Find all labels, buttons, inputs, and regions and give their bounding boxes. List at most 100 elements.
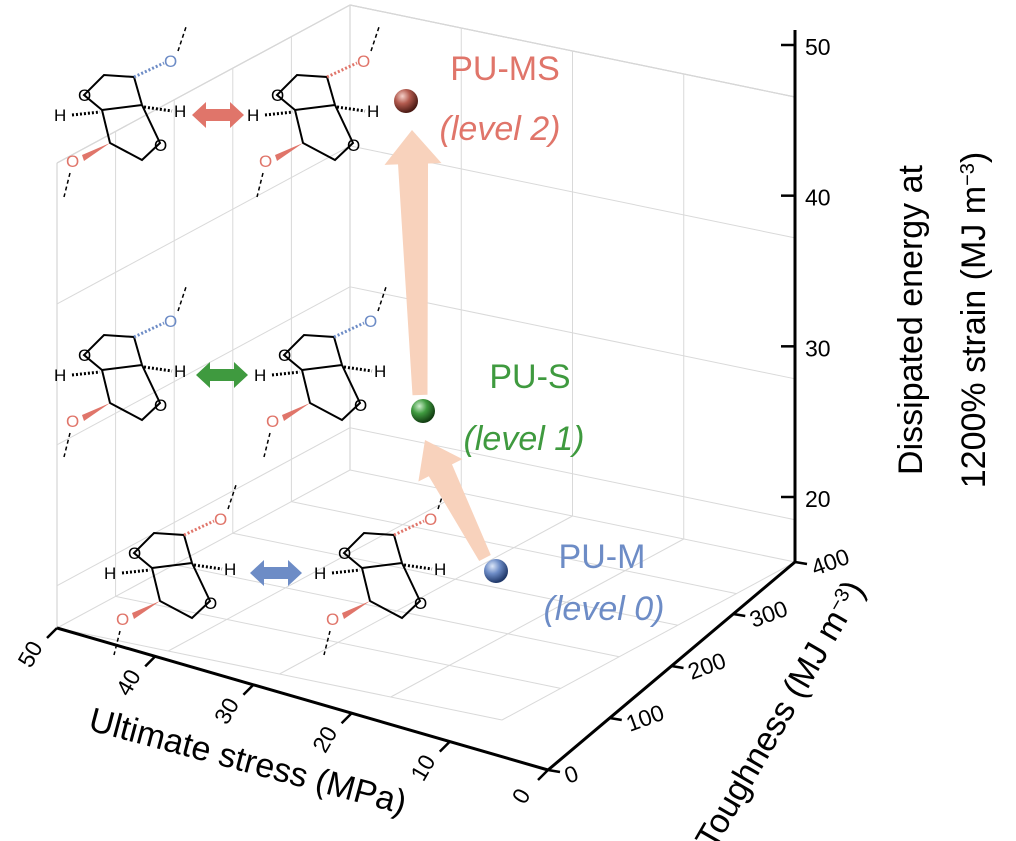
grid-line-floor <box>168 492 462 652</box>
ring-lower <box>151 562 212 620</box>
top-oxygen-label: O <box>214 510 227 529</box>
oxygen-label: O <box>338 544 351 563</box>
z-tick-label: 40 <box>805 185 831 211</box>
point-label: PU-M <box>559 538 646 576</box>
grid-line-floor <box>501 561 796 721</box>
hash-bond <box>264 110 294 117</box>
ring-upper <box>342 531 403 569</box>
y-tick-mark <box>794 560 808 566</box>
ring-upper <box>82 73 143 111</box>
data-point-pu-ms <box>394 89 418 113</box>
hash-bond <box>271 370 301 377</box>
chain-bond <box>370 26 380 52</box>
chain-bond <box>177 26 187 52</box>
point-level-label: (level 0) <box>544 590 665 628</box>
ring-lower <box>294 104 355 162</box>
y-tick-label: 200 <box>684 647 729 685</box>
x-tick-mark <box>340 712 353 725</box>
top-bond <box>183 519 215 537</box>
hash-bond <box>71 110 101 117</box>
point-level-label: (level 2) <box>440 110 561 148</box>
data-point-pu-s <box>411 399 435 423</box>
isosorbide-molecule: OOH HOO <box>247 26 380 198</box>
oxygen-label: O <box>204 594 217 613</box>
x-tick-label: 30 <box>209 693 244 728</box>
top-bond <box>333 321 365 339</box>
y-tick-mark <box>547 768 561 774</box>
bottom-oxygen-label: O <box>66 412 79 431</box>
chain-bond <box>227 484 237 510</box>
level-arrow <box>418 440 491 561</box>
hash-bond <box>403 563 433 571</box>
ring-lower <box>301 364 362 422</box>
isosorbide-molecule: OOH HOO <box>54 286 187 458</box>
double-arrow <box>196 362 248 388</box>
ring-bond <box>101 364 143 371</box>
wedge-bond <box>282 403 310 421</box>
bottom-oxygen-label: O <box>326 610 339 629</box>
x-tick-mark <box>46 627 58 639</box>
ring-bond <box>151 562 193 569</box>
data-point-pu-m <box>484 559 508 583</box>
chain-bond <box>377 286 387 312</box>
point-label: PU-MS <box>450 50 560 88</box>
hash-bond <box>121 568 151 575</box>
oxygen-label: O <box>414 594 427 613</box>
grid-line-xz <box>56 4 351 164</box>
wedge-bond <box>342 601 370 619</box>
oxygen-label: O <box>354 396 367 415</box>
oxygen-label: O <box>78 86 91 105</box>
hydrogen-label: H <box>174 102 186 121</box>
x-tick-mark <box>537 769 549 781</box>
hash-bond <box>336 105 366 113</box>
y-tick-mark <box>671 664 684 670</box>
chain-bond <box>263 432 271 458</box>
ring-upper <box>275 73 336 111</box>
chain-bond <box>63 432 71 458</box>
bottom-oxygen-label: O <box>66 152 79 171</box>
x-axis-label: Ultimate stress (MPa) <box>85 701 411 822</box>
hydrogen-label: H <box>54 366 66 385</box>
bottom-oxygen-label: O <box>259 152 272 171</box>
bottom-oxygen-label: O <box>266 412 279 431</box>
ring-lower <box>361 562 422 620</box>
oxygen-label: O <box>154 136 167 155</box>
top-oxygen-label: O <box>164 312 177 331</box>
top-oxygen-label: O <box>424 510 437 529</box>
oxygen-label: O <box>278 346 291 365</box>
top-oxygen-label: O <box>357 52 370 71</box>
hydrogen-label: H <box>247 106 259 125</box>
oxygen-label: O <box>271 86 284 105</box>
x-tick-label: 50 <box>12 636 47 671</box>
hash-bond <box>143 105 173 113</box>
hydrogen-label: H <box>54 106 66 125</box>
chain-bond <box>63 172 71 198</box>
y-tick-label: 0 <box>561 760 582 789</box>
z-axis-label-main: 1200% strain (MJ m <box>955 186 993 488</box>
top-oxygen-label: O <box>164 52 177 71</box>
hydrogen-label: H <box>434 560 446 579</box>
y-tick-label: 100 <box>623 699 668 737</box>
ring-bond <box>101 104 143 111</box>
x-tick-mark <box>242 683 255 696</box>
x-tick-label: 0 <box>507 784 536 808</box>
chain-bond <box>177 286 187 312</box>
isosorbide-molecule: OOH HOO <box>104 484 237 656</box>
ring-bond <box>361 562 403 569</box>
ring-upper <box>282 333 343 371</box>
x-tick-label: 20 <box>307 722 342 757</box>
grid-line-floor <box>279 515 573 675</box>
top-bond <box>393 519 425 537</box>
chain-bond <box>323 630 331 656</box>
grid-line-yz <box>349 4 796 98</box>
top-bond <box>133 61 165 79</box>
ring-upper <box>132 531 193 569</box>
wedge-bond <box>82 143 110 161</box>
double-arrow-shape <box>250 560 302 586</box>
y-tick-mark <box>609 716 622 722</box>
oxygen-label: O <box>347 136 360 155</box>
ring-lower <box>101 364 162 422</box>
grid-line-floor <box>56 469 351 629</box>
